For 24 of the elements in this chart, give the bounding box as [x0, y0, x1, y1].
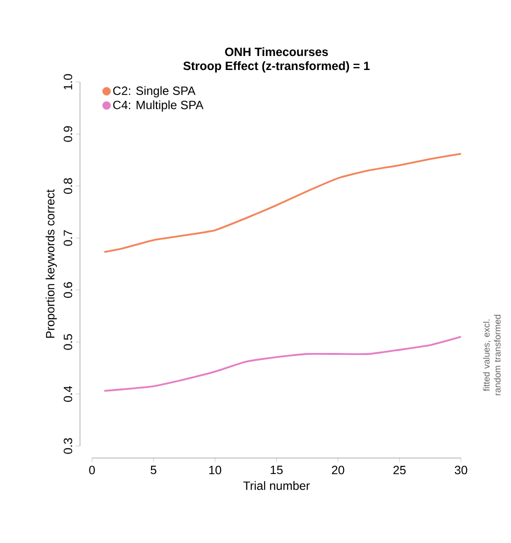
- x-tick-label: 10: [209, 466, 222, 474]
- x-tick-label: 15: [270, 466, 283, 474]
- x-tick-label: 20: [332, 466, 344, 474]
- x-tick-label: 25: [393, 466, 406, 474]
- x-axis-title: Trial number: [243, 481, 310, 490]
- chart-subtitle: Stroop Effect (z-transformed) = 1: [183, 61, 370, 72]
- y-tick-label: 1.0: [64, 74, 72, 90]
- y-tick-label: 0.3: [64, 438, 72, 454]
- y-tick-label: 0.7: [64, 230, 72, 246]
- x-tick-label: 30: [454, 466, 468, 474]
- line-series: [103, 152, 462, 253]
- y-tick-label: 0.6: [64, 282, 72, 298]
- y-tick-label: 0.9: [64, 126, 72, 142]
- y-tick-label: 0.8: [64, 178, 72, 194]
- y-tick-label: 0.4: [64, 386, 72, 402]
- legend-label: C4: Multiple SPA: [113, 100, 204, 112]
- x-tick-label: 5: [150, 466, 156, 474]
- legend-label: C2: Single SPA: [113, 86, 196, 98]
- y-axis-title: Proportion keywords correct: [46, 189, 57, 338]
- text: fitted values, excl. random transformed: [482, 314, 501, 396]
- chart-title: ONH Timecourses: [225, 47, 328, 56]
- x-tick-label: 0: [89, 466, 95, 474]
- y-tick-label: 0.5: [64, 334, 72, 350]
- line-series: [103, 336, 462, 392]
